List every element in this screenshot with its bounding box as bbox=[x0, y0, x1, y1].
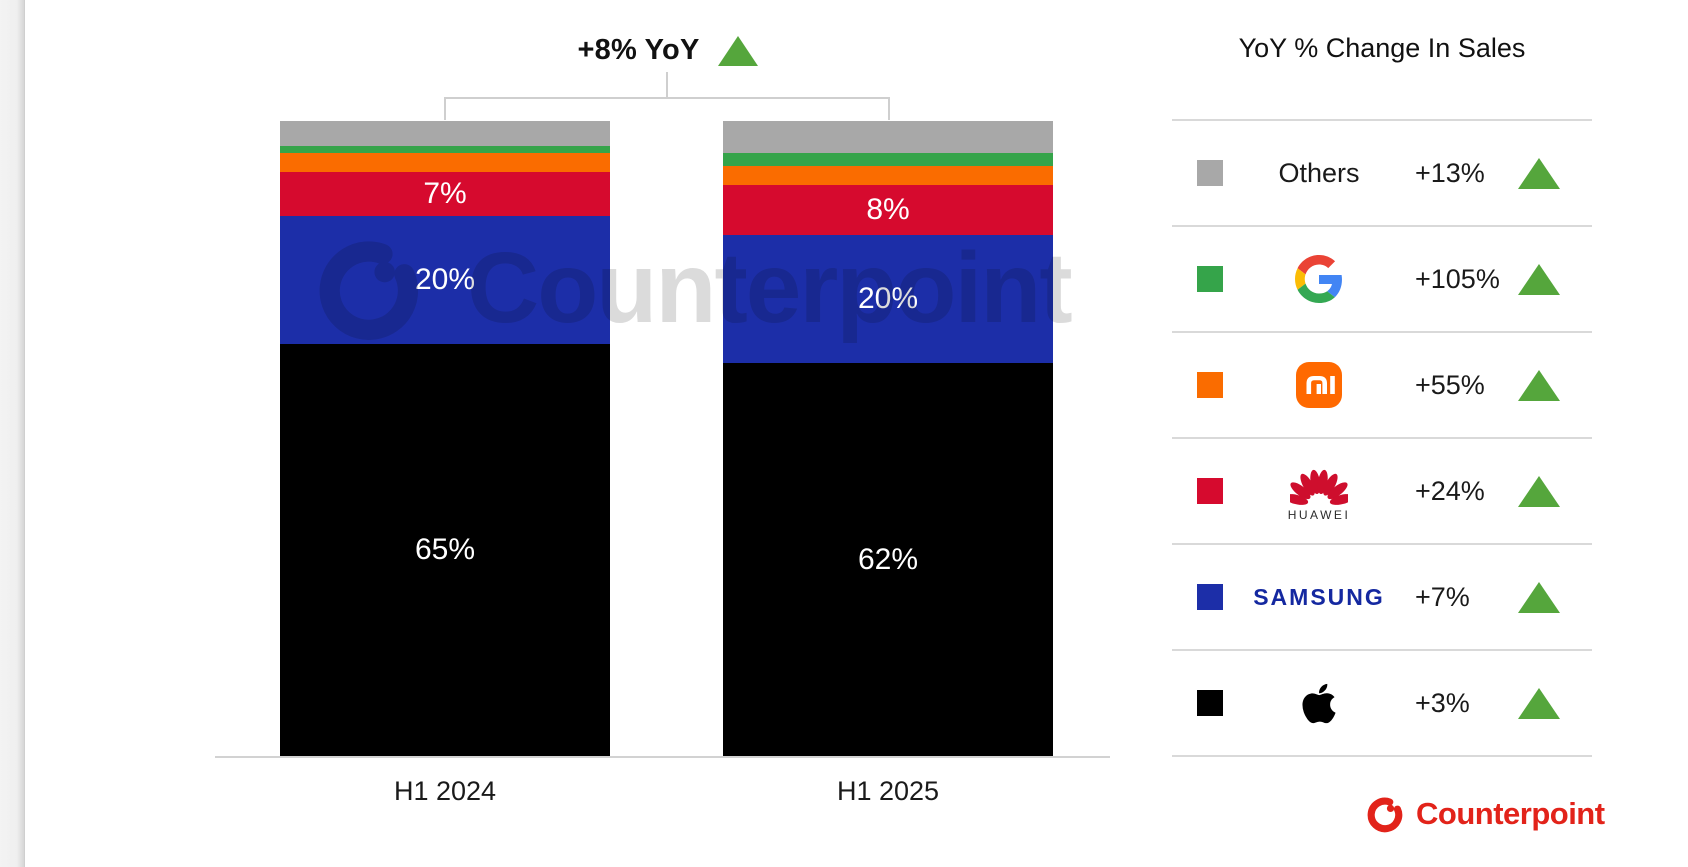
growth-up-triangle-icon bbox=[1518, 475, 1560, 507]
yoy-change-value: +3% bbox=[1415, 687, 1470, 718]
growth-up-triangle-icon bbox=[1518, 687, 1560, 719]
yoy-change-value: +13% bbox=[1415, 157, 1485, 188]
yoy-change-value: +105% bbox=[1415, 263, 1500, 294]
legend-row-xiaomi: +55% bbox=[1172, 331, 1592, 437]
bar-segment-value-label: 20% bbox=[414, 262, 476, 296]
legend-row-others: Others +13% bbox=[1172, 119, 1592, 225]
bar-segment-xiaomi bbox=[723, 165, 1053, 185]
bar-segment-others bbox=[280, 121, 610, 147]
legend-row-apple: +3% bbox=[1172, 649, 1592, 755]
bar-segment-huawei: 7% bbox=[280, 171, 610, 217]
bracket-line bbox=[888, 97, 890, 120]
others-text-icon: Others bbox=[1223, 121, 1415, 225]
samsung-wordmark-icon: SAMSUNG bbox=[1223, 545, 1415, 649]
bar-segment-value-label: 7% bbox=[423, 177, 467, 211]
legend-swatch-google bbox=[1197, 266, 1223, 292]
legend-swatch-samsung bbox=[1197, 584, 1223, 610]
bar-segment-huawei: 8% bbox=[723, 184, 1053, 236]
bar-segment-google bbox=[280, 146, 610, 153]
yoy-change-value: +55% bbox=[1415, 369, 1485, 400]
bar-segment-samsung: 20% bbox=[280, 216, 610, 344]
bracket-line bbox=[444, 97, 446, 120]
bar-segment-value-label: 20% bbox=[857, 282, 919, 316]
bar-segment-apple: 62% bbox=[723, 362, 1053, 757]
apple-mark-icon bbox=[1223, 651, 1415, 755]
legend-swatch-huawei bbox=[1197, 478, 1223, 504]
bar-segment-apple: 65% bbox=[280, 343, 610, 757]
bar-segment-others bbox=[723, 121, 1053, 153]
bracket-line bbox=[666, 72, 668, 98]
bar-segment-value-label: 65% bbox=[414, 533, 476, 567]
legend-row-google: +105% bbox=[1172, 225, 1592, 331]
bracket-line bbox=[444, 97, 890, 99]
legend-swatch-others bbox=[1197, 160, 1223, 186]
legend-row-samsung: SAMSUNG +7% bbox=[1172, 543, 1592, 649]
bar-segment-value-label: 8% bbox=[866, 193, 910, 227]
bar-segment-samsung: 20% bbox=[723, 235, 1053, 363]
huawei-flower-icon: HUAWEI bbox=[1223, 439, 1415, 543]
legend-title: YoY % Change In Sales bbox=[1238, 33, 1526, 63]
counterpoint-ring-icon bbox=[1367, 797, 1403, 833]
huawei-caption: HUAWEI bbox=[1287, 508, 1351, 522]
yoy-change-value: +7% bbox=[1415, 581, 1470, 612]
growth-up-triangle-icon bbox=[1518, 157, 1560, 189]
bar-segment-xiaomi bbox=[280, 152, 610, 172]
bar-segment-google bbox=[723, 152, 1053, 166]
counterpoint-logo: Counterpoint bbox=[1366, 795, 1605, 833]
counterpoint-brand-name: Counterpoint bbox=[1416, 796, 1605, 831]
growth-up-triangle-icon bbox=[1518, 581, 1560, 613]
legend-row-huawei: HUAWEI +24% bbox=[1172, 437, 1592, 543]
category-label: H1 2025 bbox=[836, 776, 940, 806]
x-axis-line bbox=[215, 756, 1110, 758]
legend-swatch-xiaomi bbox=[1197, 372, 1223, 398]
bar-segment-value-label: 62% bbox=[857, 542, 919, 576]
stacked-bar: 8% 20% 62% bbox=[723, 121, 1053, 757]
xiaomi-mi-icon bbox=[1223, 333, 1415, 437]
legend-brand-label: Others bbox=[1278, 157, 1360, 188]
growth-up-triangle-icon bbox=[1518, 263, 1560, 295]
legend-rows: Others +13% +105% +55% HUAWEI +24% SAMSUNG +7% +… bbox=[1172, 119, 1592, 757]
category-label: H1 2024 bbox=[393, 776, 497, 806]
google-g-icon bbox=[1223, 227, 1415, 331]
page-edge-strip bbox=[0, 0, 25, 867]
yoy-change-value: +24% bbox=[1415, 475, 1485, 506]
growth-up-triangle-icon bbox=[1518, 369, 1560, 401]
legend-swatch-apple bbox=[1197, 690, 1223, 716]
chart-header: +8% YoY bbox=[445, 30, 890, 70]
samsung-wordmark: SAMSUNG bbox=[1253, 583, 1385, 610]
legend-panel: YoY % Change In Sales Others +13% +105% +55… bbox=[1172, 30, 1592, 757]
growth-up-triangle-icon bbox=[717, 36, 758, 66]
chart-title: +8% YoY bbox=[577, 33, 700, 66]
stacked-bar: 7% 20% 65% bbox=[280, 121, 610, 757]
